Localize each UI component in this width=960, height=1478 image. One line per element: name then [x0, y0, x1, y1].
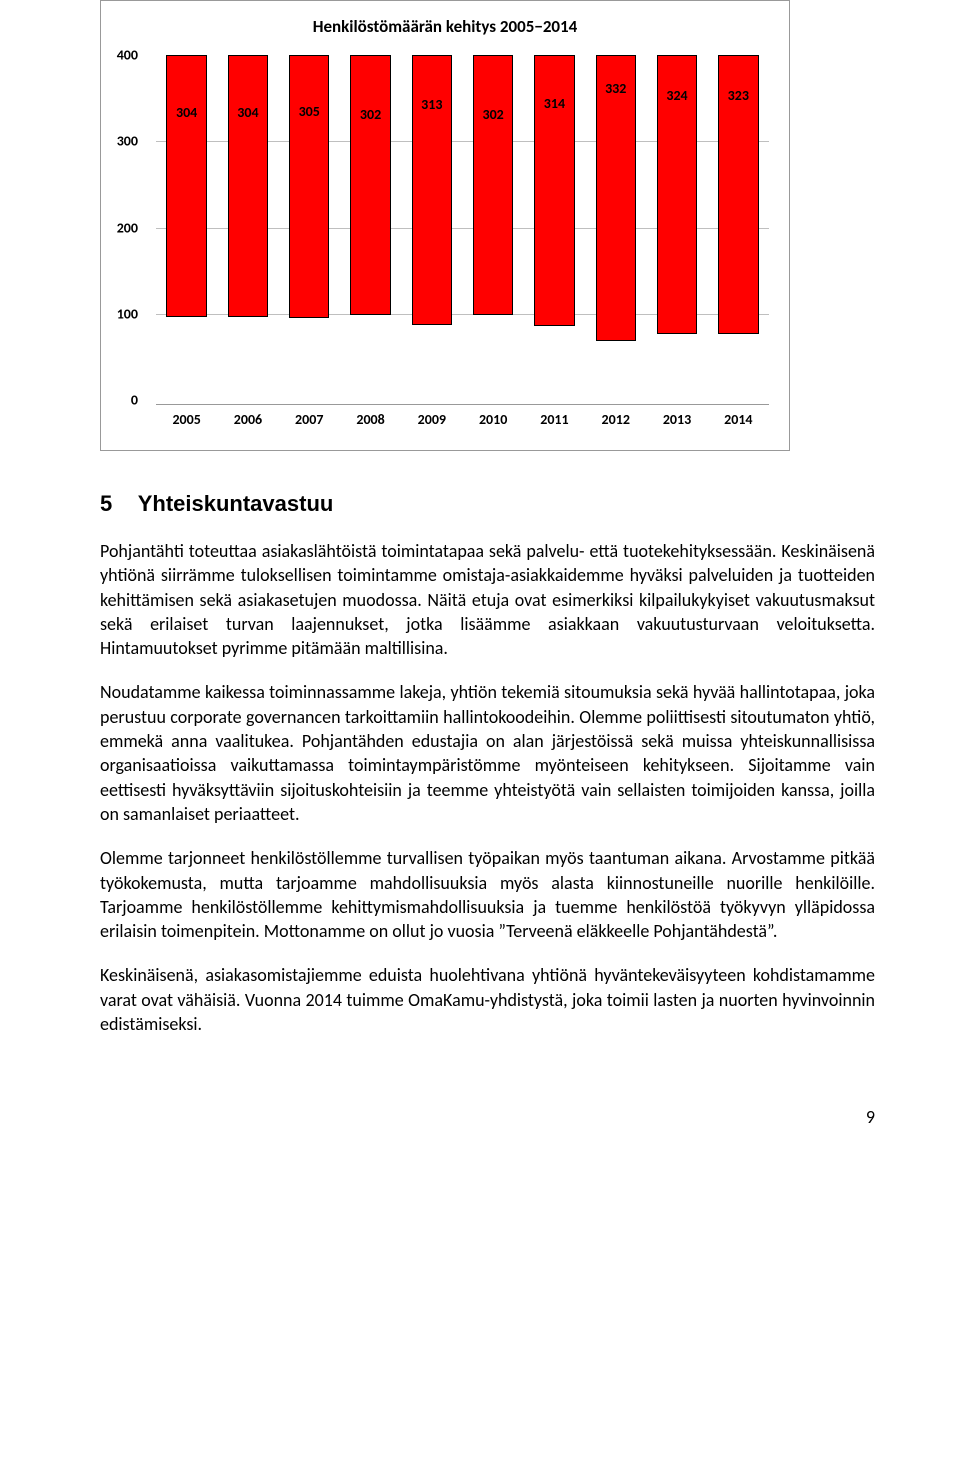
y-tick-label: 300 — [117, 133, 138, 150]
bar-slot: 304 — [217, 55, 278, 400]
bar-slot: 332 — [585, 55, 646, 400]
bar-value-label: 305 — [299, 103, 320, 120]
bar-slot: 324 — [646, 55, 707, 400]
y-tick-label: 0 — [131, 392, 138, 409]
paragraph: Noudatamme kaikessa toiminnassamme lakej… — [100, 680, 875, 826]
chart-bars: 304 304 305 302 313 302 314 332 324 323 — [156, 55, 769, 400]
paragraph: Keskinäisenä, asiakasomistajiemme eduist… — [100, 963, 875, 1036]
chart-container: Henkilöstömäärän kehitys 2005−2014 0 100 2… — [100, 0, 790, 451]
bar — [473, 55, 513, 315]
y-tick-label: 400 — [117, 47, 138, 64]
body-text: Pohjantähti toteuttaa asiakaslähtöistä t… — [100, 539, 875, 1036]
bar-value-label: 332 — [605, 80, 626, 97]
bar-value-label: 302 — [482, 106, 503, 123]
chart-plot-area: 0100200300400 30430430530231330231433232… — [146, 55, 769, 400]
bar-slot: 304 — [156, 55, 217, 400]
x-tick-label: 2010 — [462, 405, 523, 435]
y-axis-labels: 0100200300400 — [111, 55, 141, 400]
bar — [350, 55, 390, 315]
x-axis-labels: 2005200620072008200920102011201220132014 — [156, 404, 769, 435]
section-title: Yhteiskuntavastuu — [138, 491, 334, 516]
bar-slot: 314 — [524, 55, 585, 400]
bar-slot: 313 — [401, 55, 462, 400]
x-tick-label: 2008 — [340, 405, 401, 435]
x-tick-label: 2012 — [585, 405, 646, 435]
chart-title: Henkilöstömäärän kehitys 2005−2014 — [111, 16, 779, 37]
bar — [166, 55, 206, 317]
section-number: 5 — [100, 491, 132, 517]
bar-value-label: 304 — [237, 104, 258, 121]
bar-slot: 323 — [708, 55, 769, 400]
bar-slot: 302 — [340, 55, 401, 400]
x-tick-label: 2007 — [279, 405, 340, 435]
paragraph: Olemme tarjonneet henkilöstöllemme turva… — [100, 846, 875, 943]
x-tick-label: 2014 — [708, 405, 769, 435]
page-number: 9 — [100, 1106, 875, 1128]
bar — [228, 55, 268, 317]
bar-chart: 0100200300400 30430430530231330231433232… — [146, 55, 769, 435]
y-tick-label: 200 — [117, 219, 138, 236]
x-tick-label: 2011 — [524, 405, 585, 435]
document-page: Henkilöstömäärän kehitys 2005−2014 0 100 2… — [0, 0, 960, 1168]
bar-value-label: 323 — [728, 87, 749, 104]
x-tick-label: 2009 — [401, 405, 462, 435]
bar-slot: 305 — [279, 55, 340, 400]
bar-value-label: 313 — [421, 96, 442, 113]
bar-value-label: 314 — [544, 95, 565, 112]
section-heading: 5 Yhteiskuntavastuu — [100, 491, 875, 517]
x-tick-label: 2005 — [156, 405, 217, 435]
bar-value-label: 304 — [176, 104, 197, 121]
paragraph: Pohjantähti toteuttaa asiakaslähtöistä t… — [100, 539, 875, 660]
x-tick-label: 2006 — [217, 405, 278, 435]
y-tick-label: 100 — [117, 305, 138, 322]
bar — [289, 55, 329, 318]
bar — [596, 55, 636, 341]
bar-slot: 302 — [462, 55, 523, 400]
x-tick-label: 2013 — [646, 405, 707, 435]
bar-value-label: 302 — [360, 106, 381, 123]
bar-value-label: 324 — [666, 87, 687, 104]
